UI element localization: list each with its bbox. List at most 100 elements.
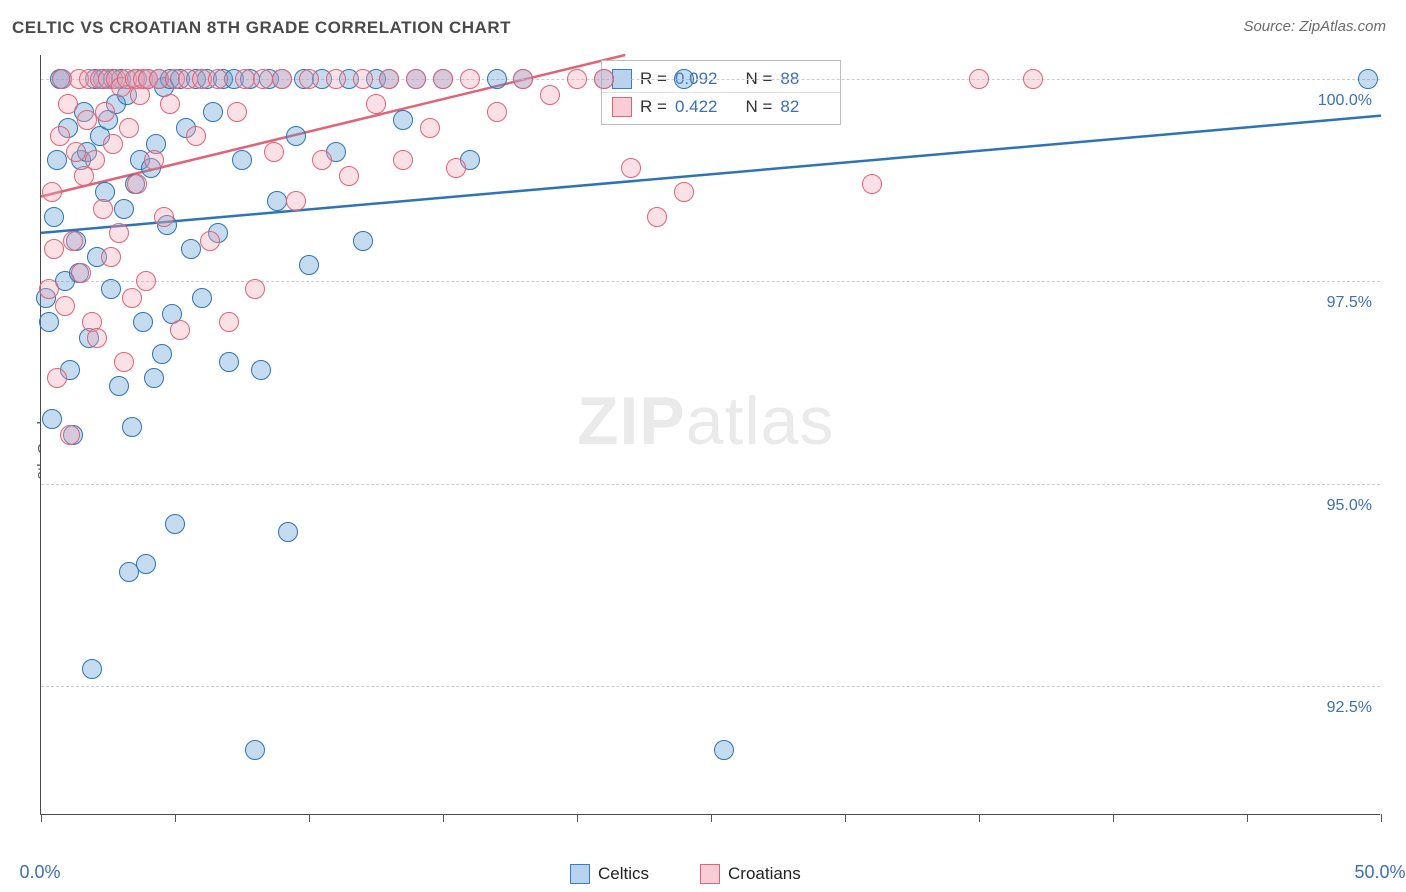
scatter-point — [103, 134, 123, 154]
scatter-point — [219, 352, 239, 372]
scatter-point — [47, 150, 67, 170]
trend-line — [41, 116, 1381, 233]
scatter-point — [47, 368, 67, 388]
scatter-point — [63, 231, 83, 251]
scatter-point — [253, 69, 273, 89]
x-tick — [1381, 814, 1382, 822]
scatter-point — [264, 142, 284, 162]
x-tick — [711, 814, 712, 822]
x-tick — [1247, 814, 1248, 822]
legend-row: R = 0.422N = 82 — [602, 92, 840, 120]
series-legend-label: Croatians — [728, 864, 801, 884]
chart-title: CELTIC VS CROATIAN 8TH GRADE CORRELATION… — [12, 18, 511, 38]
scatter-point — [393, 110, 413, 130]
scatter-point — [714, 740, 734, 760]
scatter-point — [144, 150, 164, 170]
scatter-point — [267, 191, 287, 211]
scatter-point — [227, 102, 247, 122]
scatter-point — [594, 69, 614, 89]
scatter-point — [647, 207, 667, 227]
y-tick-label: 97.5% — [1327, 294, 1372, 312]
scatter-point — [245, 740, 265, 760]
scatter-point — [55, 296, 75, 316]
scatter-point — [208, 69, 228, 89]
scatter-point — [186, 126, 206, 146]
x-tick — [845, 814, 846, 822]
scatter-point — [203, 102, 223, 122]
legend-r-value: 0.422 — [675, 93, 718, 120]
scatter-point — [39, 279, 59, 299]
scatter-point — [235, 69, 255, 89]
legend-n-label: N = — [745, 93, 772, 120]
gridline-h — [41, 686, 1380, 687]
scatter-point — [66, 142, 86, 162]
scatter-point — [136, 554, 156, 574]
scatter-point — [674, 69, 694, 89]
scatter-point — [862, 174, 882, 194]
legend-swatch — [700, 864, 720, 884]
scatter-point — [114, 199, 134, 219]
watermark-bold: ZIP — [577, 383, 686, 459]
scatter-point — [339, 166, 359, 186]
scatter-point — [181, 239, 201, 259]
scatter-point — [152, 344, 172, 364]
watermark: ZIPatlas — [577, 382, 834, 460]
legend-swatch — [570, 864, 590, 884]
scatter-point — [109, 223, 129, 243]
scatter-point — [567, 69, 587, 89]
scatter-point — [160, 94, 180, 114]
scatter-point — [513, 69, 533, 89]
scatter-point — [93, 199, 113, 219]
scatter-point — [87, 328, 107, 348]
watermark-rest: atlas — [686, 383, 835, 459]
scatter-point — [85, 150, 105, 170]
scatter-point — [122, 417, 142, 437]
scatter-point — [393, 150, 413, 170]
y-tick-label: 100.0% — [1318, 92, 1372, 110]
scatter-point — [95, 102, 115, 122]
scatter-point — [272, 69, 292, 89]
scatter-point — [969, 69, 989, 89]
x-tick — [443, 814, 444, 822]
scatter-point — [101, 279, 121, 299]
scatter-point — [1023, 69, 1043, 89]
scatter-point — [433, 69, 453, 89]
scatter-point — [44, 239, 64, 259]
scatter-point — [487, 69, 507, 89]
series-legend-item: Celtics — [570, 864, 649, 884]
scatter-point — [299, 69, 319, 89]
x-tick — [1113, 814, 1114, 822]
scatter-point — [114, 352, 134, 372]
series-legend-item: Croatians — [700, 864, 801, 884]
x-tick — [175, 814, 176, 822]
scatter-point — [60, 425, 80, 445]
scatter-point — [286, 126, 306, 146]
scatter-point — [200, 231, 220, 251]
x-tick — [577, 814, 578, 822]
scatter-point — [299, 255, 319, 275]
scatter-point — [245, 279, 265, 299]
chart-container: CELTIC VS CROATIAN 8TH GRADE CORRELATION… — [0, 0, 1406, 892]
x-tick — [309, 814, 310, 822]
scatter-point — [82, 659, 102, 679]
scatter-point — [232, 150, 252, 170]
scatter-point — [42, 182, 62, 202]
plot-area: ZIPatlas R = 0.092N = 88R = 0.422N = 82 … — [40, 55, 1380, 815]
scatter-point — [127, 174, 147, 194]
scatter-point — [379, 69, 399, 89]
correlation-legend: R = 0.092N = 88R = 0.422N = 82 — [601, 60, 841, 125]
series-legend-label: Celtics — [598, 864, 649, 884]
scatter-point — [326, 69, 346, 89]
scatter-point — [353, 231, 373, 251]
scatter-point — [621, 158, 641, 178]
scatter-point — [251, 360, 271, 380]
scatter-point — [71, 263, 91, 283]
scatter-point — [487, 102, 507, 122]
y-tick-label: 92.5% — [1327, 699, 1372, 717]
x-tick-label: 0.0% — [19, 862, 60, 883]
x-tick — [41, 814, 42, 822]
scatter-point — [420, 118, 440, 138]
scatter-point — [122, 288, 142, 308]
scatter-point — [119, 118, 139, 138]
scatter-point — [144, 368, 164, 388]
